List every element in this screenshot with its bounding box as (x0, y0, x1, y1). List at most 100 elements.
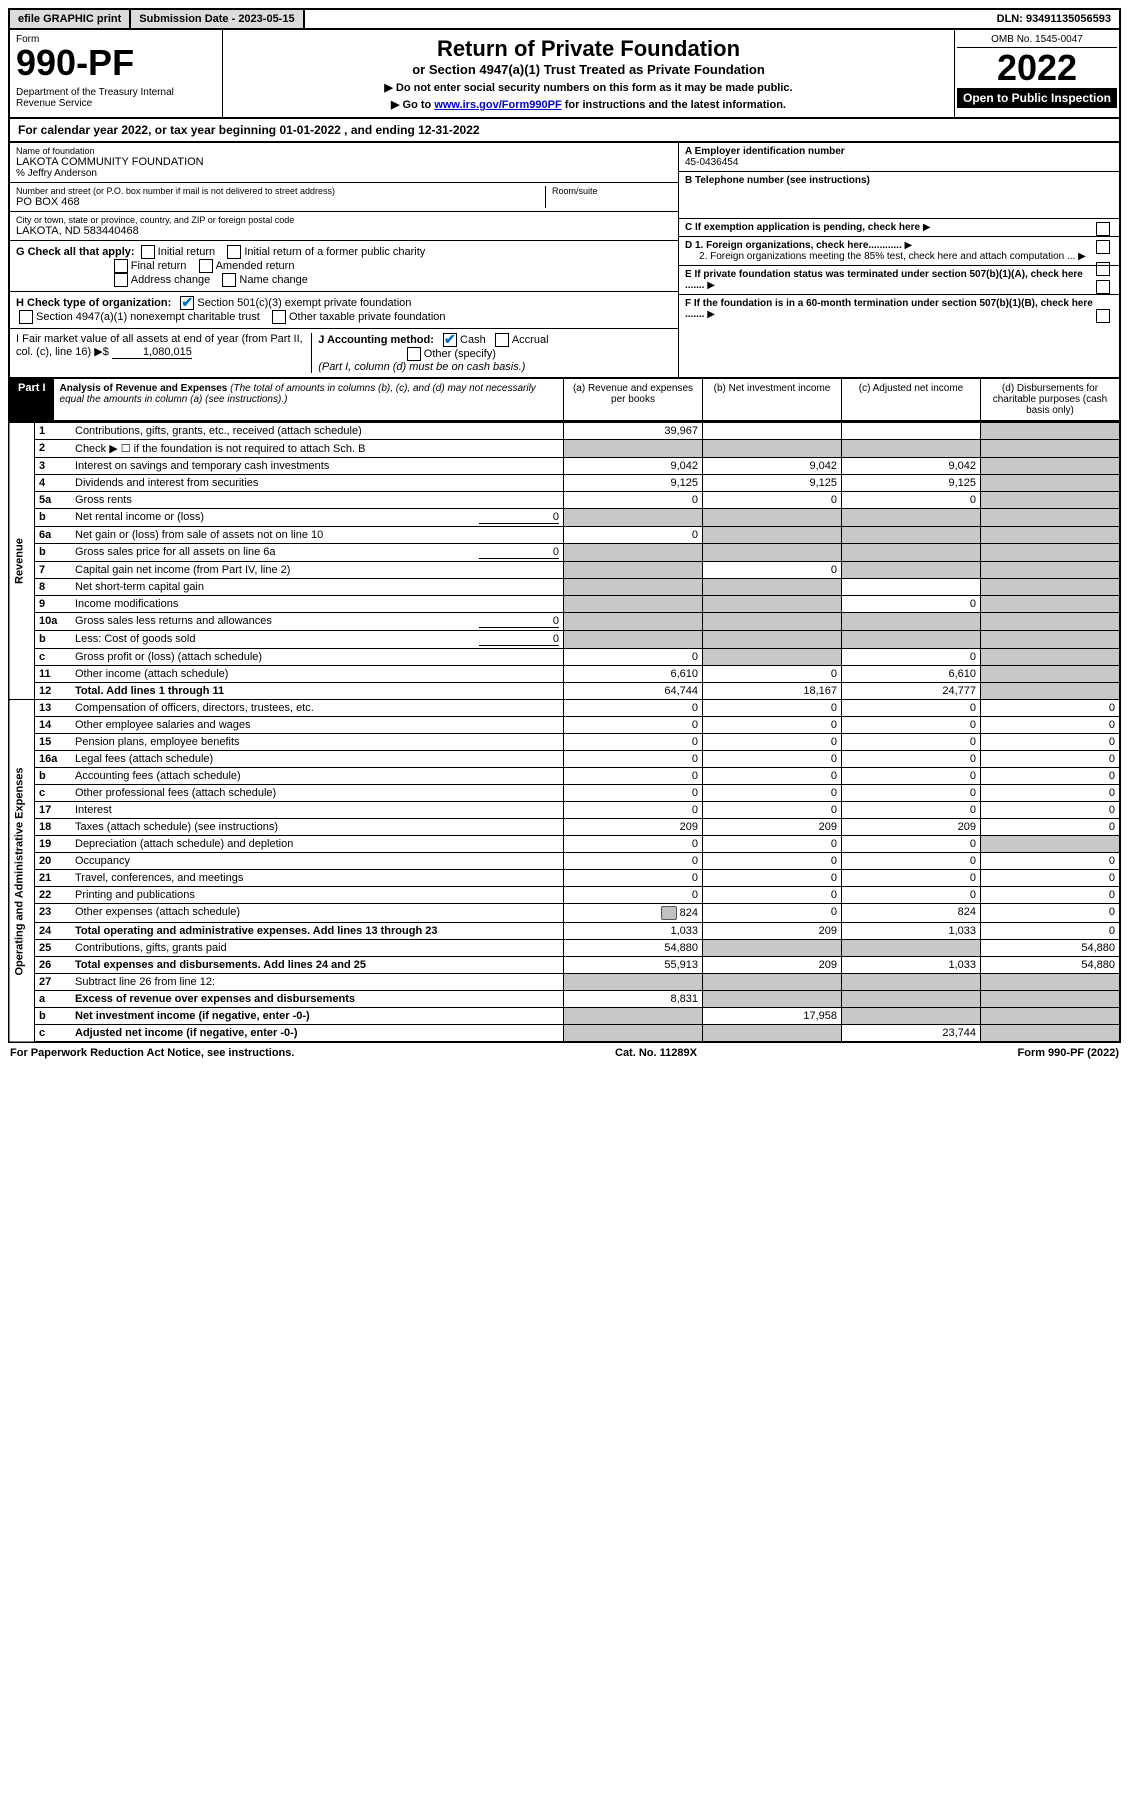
accrual-checkbox[interactable] (495, 333, 509, 347)
value-cell: 0 (564, 870, 703, 887)
foundation-name-cell: Name of foundation LAKOTA COMMUNITY FOUN… (10, 143, 678, 183)
table-row: 27Subtract line 26 from line 12: (9, 974, 1120, 991)
value-cell: 0 (981, 904, 1121, 923)
line-number: 25 (35, 940, 72, 957)
value-cell: 0 (703, 802, 842, 819)
address-change-checkbox[interactable] (114, 273, 128, 287)
value-cell (981, 527, 1121, 544)
value-cell (703, 940, 842, 957)
value-cell: 0 (981, 751, 1121, 768)
value-cell (703, 527, 842, 544)
initial-return-checkbox[interactable] (141, 245, 155, 259)
table-row: cGross profit or (loss) (attach schedule… (9, 649, 1120, 666)
table-row: 19Depreciation (attach schedule) and dep… (9, 836, 1120, 853)
value-cell (981, 562, 1121, 579)
name-change-checkbox[interactable] (222, 273, 236, 287)
form-subtitle: or Section 4947(a)(1) Trust Treated as P… (229, 62, 948, 77)
501c3-checkbox[interactable] (180, 296, 194, 310)
line-description: Gross profit or (loss) (attach schedule) (71, 649, 564, 666)
table-row: 18Taxes (attach schedule) (see instructi… (9, 819, 1120, 836)
attachment-icon[interactable] (661, 906, 677, 920)
foreign-org-checkbox[interactable] (1096, 240, 1110, 254)
line-number: a (35, 991, 72, 1008)
catalog-number: Cat. No. 11289X (615, 1047, 697, 1059)
line-description: Contributions, gifts, grants, etc., rece… (71, 423, 564, 440)
table-row: 21Travel, conferences, and meetings0000 (9, 870, 1120, 887)
value-cell (564, 631, 703, 649)
dln-number: DLN: 93491135056593 (989, 10, 1119, 28)
section-h: H Check type of organization: Section 50… (10, 292, 678, 329)
line-number: 6a (35, 527, 72, 544)
60-month-checkbox[interactable] (1096, 309, 1110, 323)
value-cell: 0 (564, 785, 703, 802)
line-description: Occupancy (71, 853, 564, 870)
line-number: 2 (35, 440, 72, 458)
value-cell (842, 940, 981, 957)
value-cell: 0 (564, 751, 703, 768)
street-address: PO BOX 468 (16, 196, 545, 208)
amended-return-checkbox[interactable] (199, 259, 213, 273)
table-row: 17Interest0000 (9, 802, 1120, 819)
value-cell (981, 440, 1121, 458)
table-row: bNet investment income (if negative, ent… (9, 1008, 1120, 1025)
table-row: 16aLegal fees (attach schedule)0000 (9, 751, 1120, 768)
line-number: 19 (35, 836, 72, 853)
cash-checkbox[interactable] (443, 333, 457, 347)
other-taxable-checkbox[interactable] (272, 310, 286, 324)
line-number: c (35, 785, 72, 802)
value-cell: 0 (703, 700, 842, 717)
value-cell: 0 (842, 649, 981, 666)
value-cell (981, 991, 1121, 1008)
value-cell: 0 (981, 768, 1121, 785)
line-description: Income modifications (71, 596, 564, 613)
value-cell: 9,125 (564, 475, 703, 492)
line-number: 3 (35, 458, 72, 475)
final-return-checkbox[interactable] (114, 259, 128, 273)
value-cell (564, 974, 703, 991)
table-row: bNet rental income or (loss) 0 (9, 509, 1120, 527)
value-cell: 0 (564, 836, 703, 853)
exemption-pending-checkbox[interactable] (1096, 222, 1110, 236)
form-title: Return of Private Foundation (229, 36, 948, 62)
initial-return-former-checkbox[interactable] (227, 245, 241, 259)
table-row: 3Interest on savings and temporary cash … (9, 458, 1120, 475)
value-cell: 17,958 (703, 1008, 842, 1025)
value-cell (981, 1025, 1121, 1043)
value-cell: 1,033 (842, 957, 981, 974)
value-cell: 1,033 (564, 923, 703, 940)
part-1-title: Analysis of Revenue and Expenses (The to… (54, 379, 563, 420)
value-cell: 0 (564, 649, 703, 666)
value-cell (981, 836, 1121, 853)
value-cell (842, 440, 981, 458)
efile-print-button[interactable]: efile GRAPHIC print (10, 10, 131, 28)
value-cell: 0 (703, 734, 842, 751)
ein-cell: A Employer identification number 45-0436… (679, 143, 1119, 172)
line-number: b (35, 768, 72, 785)
value-cell (981, 544, 1121, 562)
value-cell: 0 (981, 870, 1121, 887)
foreign-85-checkbox[interactable] (1096, 262, 1110, 276)
line-description: Net short-term capital gain (71, 579, 564, 596)
value-cell (981, 631, 1121, 649)
revenue-side-label: Revenue (9, 423, 35, 700)
other-method-checkbox[interactable] (407, 347, 421, 361)
value-cell (703, 544, 842, 562)
line-description: Contributions, gifts, grants paid (71, 940, 564, 957)
instructions-link[interactable]: www.irs.gov/Form990PF (434, 99, 561, 111)
value-cell (842, 974, 981, 991)
value-cell (842, 544, 981, 562)
table-row: 2Check ▶ ☐ if the foundation is not requ… (9, 440, 1120, 458)
line-description: Net rental income or (loss) 0 (71, 509, 564, 527)
line-description: Net gain or (loss) from sale of assets n… (71, 527, 564, 544)
table-row: 25Contributions, gifts, grants paid54,88… (9, 940, 1120, 957)
4947a1-checkbox[interactable] (19, 310, 33, 324)
value-cell: 0 (842, 596, 981, 613)
status-terminated-checkbox[interactable] (1096, 280, 1110, 294)
line-number: b (35, 509, 72, 527)
section-d: D 1. Foreign organizations, check here..… (679, 237, 1119, 266)
value-cell: 9,042 (842, 458, 981, 475)
room-suite-label: Room/suite (552, 186, 672, 196)
value-cell: 0 (564, 853, 703, 870)
year-block: OMB No. 1545-0047 2022 Open to Public In… (955, 30, 1119, 117)
submission-date: Submission Date - 2023-05-15 (131, 10, 304, 28)
